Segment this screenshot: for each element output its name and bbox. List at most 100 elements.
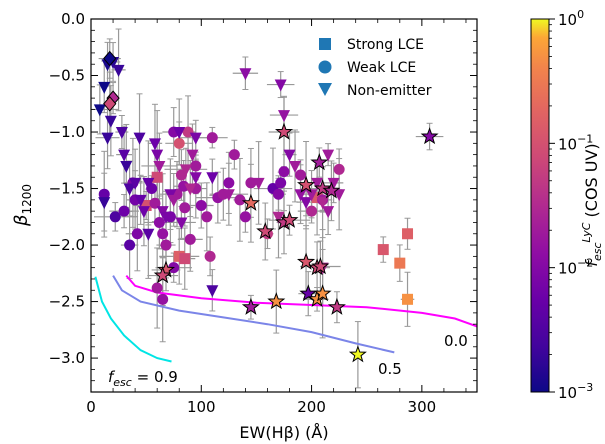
legend-triangle-marker — [318, 83, 332, 96]
y-tick-label: −2.0 — [49, 236, 85, 254]
circle-point-3 — [124, 239, 136, 251]
star-point-14 — [313, 284, 332, 302]
circle-point-11 — [160, 239, 172, 251]
triangle-down-point-45 — [333, 189, 346, 202]
star-point-19 — [153, 266, 172, 284]
circle-point-22 — [182, 126, 194, 138]
triangle-down-point-28 — [184, 183, 197, 196]
circle-point-42 — [333, 163, 345, 175]
circle-point-30 — [223, 177, 235, 189]
circle-point-34 — [245, 177, 257, 189]
circle-point-44 — [184, 233, 196, 245]
square-point-2 — [173, 250, 185, 262]
triangle-down-point-29 — [189, 172, 202, 185]
triangle-down-point-33 — [239, 68, 252, 81]
star-point-0 — [275, 122, 293, 140]
triangle-down-point-34 — [252, 177, 265, 190]
triangle-down-point-36 — [278, 110, 290, 123]
circle-point-10 — [157, 228, 169, 240]
triangle-down-point-30 — [206, 172, 219, 185]
triangle-down-point-9 — [118, 149, 131, 162]
triangle-down-point-6 — [115, 127, 128, 140]
colorbar-ticks: 10−3 10−2 10−1 100 — [549, 8, 593, 402]
triangle-down-point-51 — [186, 149, 199, 162]
triangle-down-point-7 — [101, 132, 114, 145]
triangle-down-point-41 — [305, 189, 318, 202]
circle-point-20 — [151, 282, 163, 294]
circle-point-15 — [173, 137, 185, 149]
triangle-down-point-50 — [189, 132, 202, 145]
legend: Strong LCE Weak LCE Non-emitter — [318, 37, 432, 99]
triangle-down-point-44 — [327, 177, 340, 190]
circle-point-39 — [295, 169, 307, 181]
x-tick-label: 300 — [408, 398, 437, 416]
legend-label-strong: Strong LCE — [347, 37, 424, 53]
star-point-4 — [322, 181, 341, 199]
square-point-5 — [377, 244, 389, 256]
square-point-0 — [151, 171, 163, 183]
triangle-down-point-39 — [294, 189, 307, 202]
square-point-1 — [140, 200, 152, 211]
circle-point-18 — [179, 202, 191, 214]
circle-point-32 — [234, 194, 246, 206]
square-point-8 — [402, 293, 414, 305]
curve-label-0.9: fesc = 0.9 — [108, 368, 178, 389]
star-point-12 — [299, 284, 318, 302]
circle-point-38 — [278, 166, 290, 178]
star-point-16 — [241, 297, 260, 315]
x-tick-label: 100 — [187, 398, 216, 416]
square-point-6 — [394, 257, 406, 269]
legend-label-weak: Weak LCE — [347, 60, 416, 76]
triangle-down-point-5 — [112, 64, 125, 77]
circle-point-36 — [272, 188, 284, 200]
triangle-down-point-1 — [98, 81, 111, 94]
triangle-down-point-26 — [175, 217, 188, 230]
diamond-point-2 — [103, 96, 117, 112]
triangle-down-point-32 — [222, 189, 235, 202]
triangle-down-point-12 — [129, 177, 142, 190]
triangle-down-point-46 — [311, 177, 324, 190]
legend-square-marker — [319, 38, 331, 50]
triangle-down-point-47 — [272, 211, 285, 224]
legend-circle-marker — [318, 60, 332, 74]
triangle-down-point-16 — [142, 177, 155, 190]
circle-point-40 — [306, 205, 318, 217]
plot-frame — [90, 18, 478, 393]
triangle-down-point-8 — [98, 197, 111, 210]
y-axis-title: β1200 — [11, 184, 34, 227]
triangle-down-point-17 — [142, 228, 155, 241]
circle-point-0 — [98, 188, 110, 200]
model-curve-0 — [125, 274, 477, 328]
x-axis-title: EW(Hβ) (Å) — [239, 423, 328, 442]
model-curves — [94, 274, 477, 363]
triangle-down-point-20 — [153, 160, 166, 173]
star-point-11 — [311, 256, 330, 275]
y-tick-label: −1.0 — [49, 123, 85, 141]
circle-point-37 — [275, 177, 287, 189]
y-tick-label: 0.0 — [61, 10, 85, 28]
y-tick-label: −1.5 — [49, 180, 85, 198]
triangle-down-point-31 — [206, 285, 219, 298]
star-point-15 — [267, 292, 286, 310]
colorbar-tick-label: 100 — [558, 8, 584, 29]
star-point-5 — [241, 193, 260, 211]
circle-point-8 — [149, 197, 161, 209]
diamond-point-0 — [103, 50, 117, 67]
colorbar — [530, 18, 550, 393]
triangle-down-point-18 — [148, 138, 161, 151]
triangle-down-point-3 — [104, 115, 117, 128]
model-curve-1 — [112, 275, 395, 354]
curve-label-0.5: 0.5 — [378, 360, 402, 378]
circle-point-6 — [131, 228, 143, 240]
circle-point-25 — [201, 211, 213, 223]
star-point-17 — [327, 297, 346, 315]
colorbar-tick-label: 10−1 — [558, 132, 593, 153]
colorbar-tick-label: 10−3 — [558, 381, 593, 402]
circle-point-26 — [204, 250, 216, 262]
triangle-down-point-40 — [300, 197, 313, 210]
star-point-21 — [420, 127, 439, 145]
triangle-down-point-48 — [322, 206, 335, 219]
colorbar-tick-label: 10−2 — [558, 257, 593, 278]
y-tick-label: −3.0 — [49, 349, 85, 367]
triangle-down-point-35 — [274, 79, 287, 92]
